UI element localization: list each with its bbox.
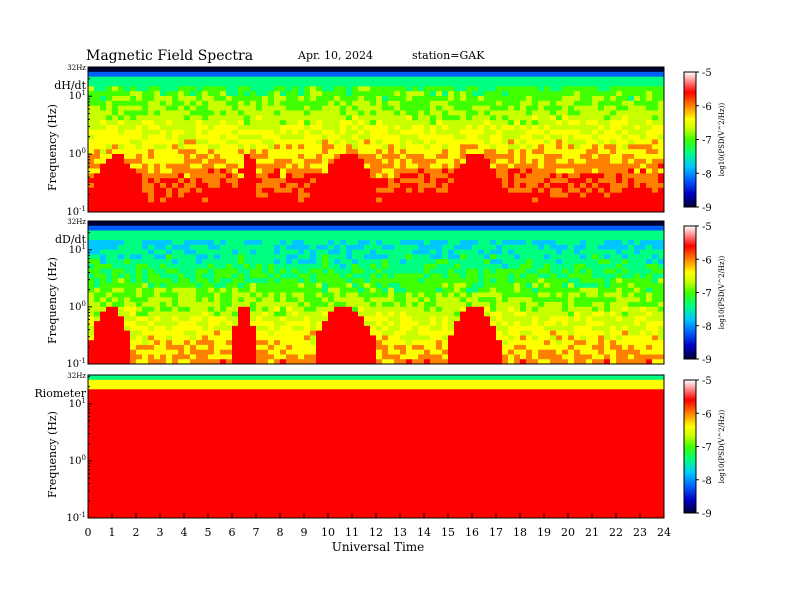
y-tick-label: 32Hz bbox=[67, 64, 86, 72]
colorbar-tick-label: -5 bbox=[702, 68, 712, 79]
x-tick-label: 19 bbox=[537, 526, 551, 539]
colorbar-tick-label: -6 bbox=[702, 255, 712, 266]
y-axis-label: Frequency (Hz) bbox=[46, 411, 59, 498]
colorbar-scale bbox=[683, 225, 697, 360]
x-tick-label: 13 bbox=[393, 526, 407, 539]
x-tick-label: 21 bbox=[585, 526, 599, 539]
colorbar-tick-label: -8 bbox=[702, 476, 712, 487]
y-tick-label: 10-1 bbox=[66, 205, 86, 218]
y-tick-label: 101 bbox=[69, 89, 86, 102]
y-tick-label: 32Hz bbox=[67, 218, 86, 226]
x-tick-label: 11 bbox=[345, 526, 359, 539]
x-tick-label: 22 bbox=[609, 526, 623, 539]
x-tick-label: 14 bbox=[417, 526, 431, 539]
colorbar-tick-label: -5 bbox=[702, 376, 712, 387]
colorbar-tick-label: -7 bbox=[702, 136, 712, 147]
colorbar-scale bbox=[683, 379, 697, 514]
y-tick-label: 101 bbox=[69, 243, 86, 256]
x-axis-label: Universal Time bbox=[332, 540, 425, 554]
colorbar-tick-label: -7 bbox=[702, 443, 712, 454]
panel-riometer: 32Hz 101 100 10-1 Riometer Frequency (Hz) -5 -6… bbox=[34, 372, 726, 524]
x-tick-label: 0 bbox=[85, 526, 92, 539]
panel-label: Riometer bbox=[34, 387, 86, 400]
y-tick-label: 10-1 bbox=[66, 511, 86, 524]
x-tick-label: 8 bbox=[277, 526, 284, 539]
colorbar-tick-label: -8 bbox=[702, 169, 712, 180]
colorbar: -5 -6 -7 -8 -9 log10(PSD(V^2/Hz)) bbox=[683, 222, 726, 366]
x-tick-label: 6 bbox=[229, 526, 236, 539]
panel-label: dD/dt bbox=[55, 233, 87, 246]
x-tick-label: 3 bbox=[157, 526, 164, 539]
colorbar-tick-label: -9 bbox=[702, 355, 712, 366]
x-tick-label: 24 bbox=[657, 526, 671, 539]
x-tick-label: 1 bbox=[109, 526, 116, 539]
spectrogram-image bbox=[88, 67, 665, 213]
colorbar-tick-label: -9 bbox=[702, 203, 712, 214]
x-tick-label: 23 bbox=[633, 526, 647, 539]
panel-frame bbox=[87, 220, 665, 365]
x-tick-label: 4 bbox=[181, 526, 188, 539]
x-tick-label: 9 bbox=[301, 526, 308, 539]
spectrogram-image bbox=[88, 221, 665, 365]
colorbar: -5 -6 -7 -8 -9 log10(PSD(V^2/Hz)) bbox=[683, 68, 726, 214]
y-tick-label: 100 bbox=[69, 147, 86, 160]
x-axis: Universal Time 0 1 2 3 4 5 6 7 8 9 10 11 12 13 14 15 16 1… bbox=[85, 513, 671, 554]
y-axis-label: Frequency (Hz) bbox=[46, 104, 59, 191]
colorbar-label: log10(PSD(V^2/Hz)) bbox=[718, 410, 726, 484]
y-tick-label: 100 bbox=[69, 454, 86, 467]
x-tick-label: 15 bbox=[441, 526, 455, 539]
y-tick-label: 10-1 bbox=[66, 357, 86, 370]
date-label: Apr. 10, 2024 bbox=[297, 49, 373, 62]
x-tick-label: 16 bbox=[465, 526, 479, 539]
x-tick-label: 5 bbox=[205, 526, 212, 539]
y-axis-label: Frequency (Hz) bbox=[46, 257, 59, 344]
colorbar-tick-label: -6 bbox=[702, 409, 712, 420]
panel-frame bbox=[87, 66, 665, 213]
figure-title: Magnetic Field Spectra bbox=[86, 48, 253, 64]
y-tick-label: 100 bbox=[69, 300, 86, 313]
x-tick-label: 10 bbox=[321, 526, 335, 539]
colorbar-label: log10(PSD(V^2/Hz)) bbox=[718, 256, 726, 330]
station-label: station=GAK bbox=[412, 49, 485, 62]
x-tick-label: 17 bbox=[489, 526, 503, 539]
x-tick-label: 12 bbox=[369, 526, 383, 539]
x-tick-label: 20 bbox=[561, 526, 575, 539]
panel-label: dH/dt bbox=[54, 79, 86, 92]
x-tick-label: 2 bbox=[133, 526, 140, 539]
colorbar-tick-label: -8 bbox=[702, 322, 712, 333]
colorbar-tick-label: -7 bbox=[702, 289, 712, 300]
x-tick-label: 7 bbox=[253, 526, 260, 539]
x-tick-label: 18 bbox=[513, 526, 527, 539]
colorbar-label: log10(PSD(V^2/Hz)) bbox=[718, 103, 726, 177]
y-tick-label: 32Hz bbox=[67, 372, 86, 380]
colorbar: -5 -6 -7 -8 -9 log10(PSD(V^2/Hz)) bbox=[683, 376, 726, 520]
y-tick-label: 101 bbox=[69, 397, 86, 410]
colorbar-tick-label: -6 bbox=[702, 102, 712, 113]
spectrogram-image bbox=[88, 375, 665, 519]
colorbar-tick-label: -5 bbox=[702, 222, 712, 233]
colorbar-scale bbox=[683, 71, 697, 208]
colorbar-tick-label: -9 bbox=[702, 509, 712, 520]
